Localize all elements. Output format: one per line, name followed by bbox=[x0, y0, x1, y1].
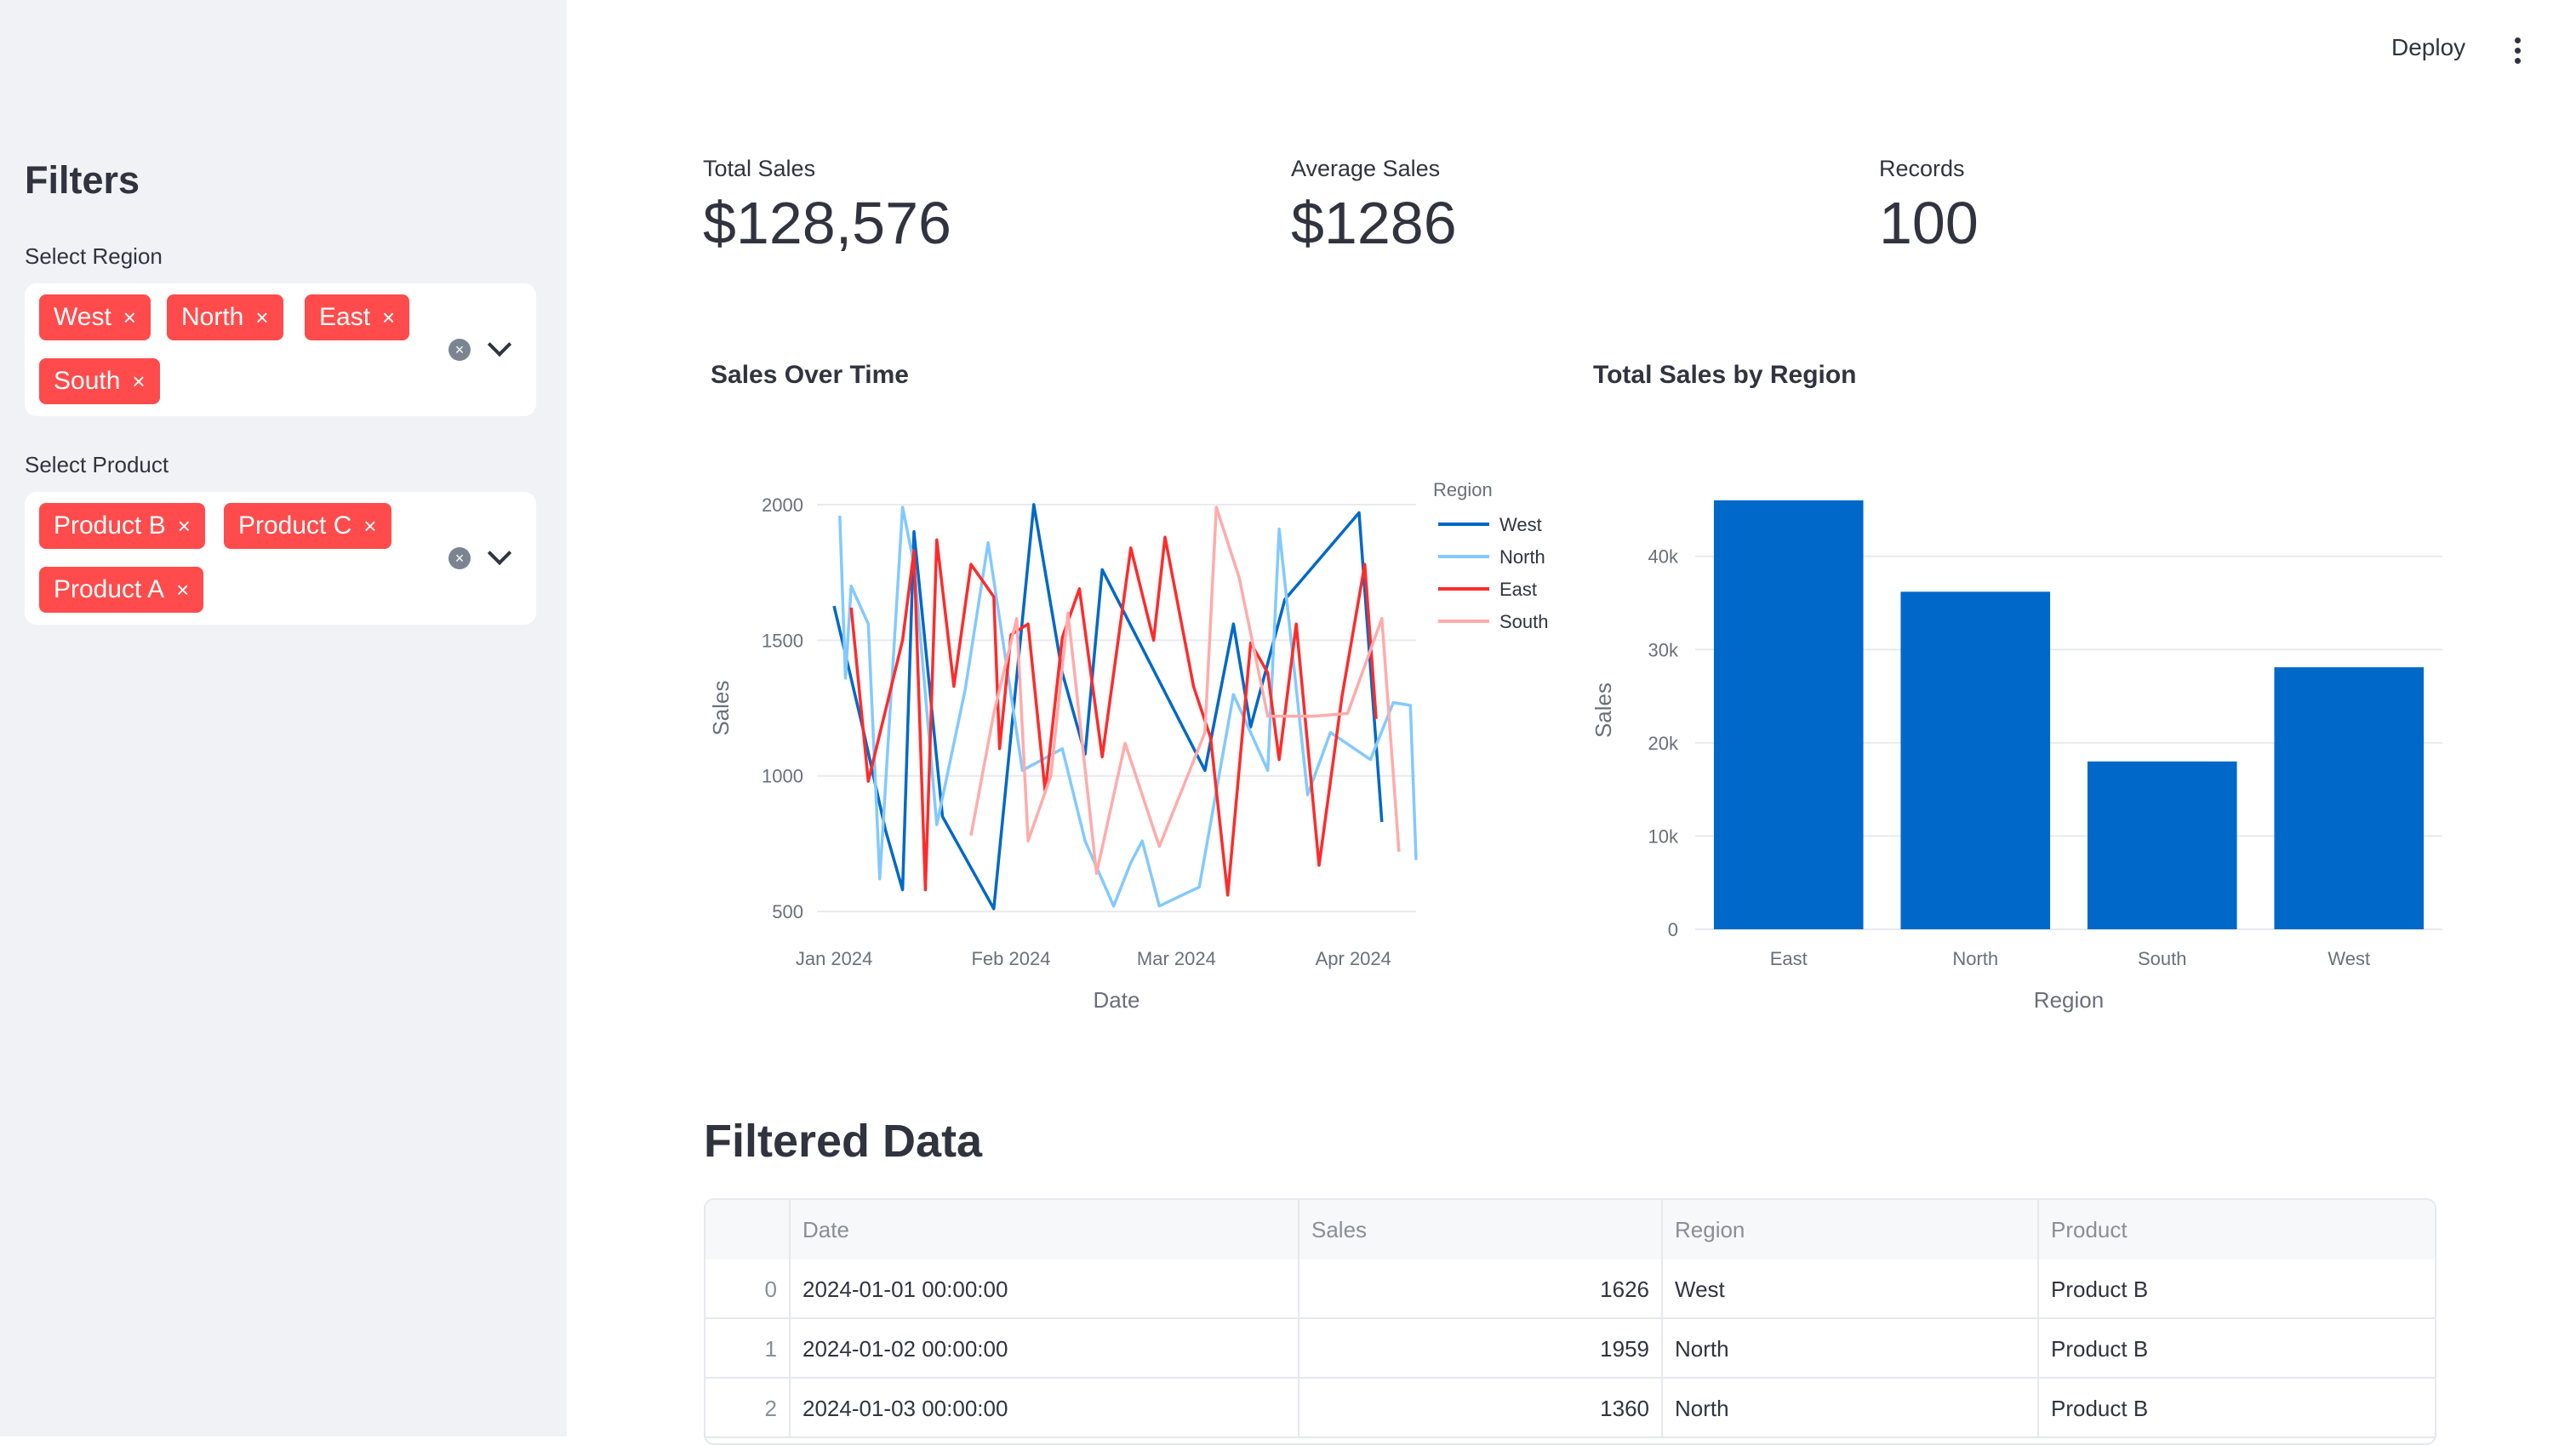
remove-tag-icon[interactable]: × bbox=[255, 305, 269, 330]
remove-tag-icon[interactable]: × bbox=[176, 577, 190, 603]
more-options-icon[interactable] bbox=[2515, 37, 2522, 65]
legend-entry: East bbox=[1499, 579, 1537, 600]
clear-all-icon[interactable]: × bbox=[448, 339, 471, 361]
remove-tag-icon[interactable]: × bbox=[132, 368, 146, 394]
legend-entry: North bbox=[1499, 546, 1545, 568]
table-row[interactable]: 2 2024-01-03 00:00:00 1360 North Product B bbox=[705, 1379, 2435, 1438]
metric-value-total-sales: $128,576 bbox=[703, 190, 951, 256]
remove-tag-icon[interactable]: × bbox=[177, 513, 191, 539]
product-select-label: Select Product bbox=[25, 452, 169, 477]
table-cell: Product B bbox=[2039, 1379, 2435, 1438]
column-header[interactable] bbox=[705, 1200, 791, 1259]
metric-value-average-sales: $1286 bbox=[1291, 190, 1457, 256]
filtered-data-title: Filtered Data bbox=[704, 1116, 983, 1167]
table-cell: North bbox=[1663, 1319, 2039, 1379]
column-header[interactable]: Sales bbox=[1299, 1200, 1663, 1259]
bar-chart-title: Total Sales by Region bbox=[1593, 361, 1857, 389]
deploy-button[interactable]: Deploy bbox=[2391, 34, 2466, 60]
series-line-north bbox=[838, 505, 1418, 908]
metric-value-records: 100 bbox=[1879, 190, 1979, 256]
clear-all-icon[interactable]: × bbox=[448, 547, 471, 569]
table-cell: 1626 bbox=[1299, 1259, 1663, 1319]
region-tag-east[interactable]: East × bbox=[305, 294, 410, 340]
table-cell: Product B bbox=[2039, 1319, 2435, 1379]
table-cell: West bbox=[1663, 1259, 2039, 1319]
x-tick-label: Feb 2024 bbox=[971, 948, 1050, 969]
table-cell: 1 bbox=[705, 1319, 791, 1379]
x-axis-label: Date bbox=[1094, 987, 1140, 1013]
region-tag-north[interactable]: North × bbox=[167, 294, 283, 340]
legend-title: Region bbox=[1433, 479, 1493, 500]
y-tick-label: 500 bbox=[772, 901, 803, 922]
table-header-row: Date Sales Region Product bbox=[705, 1200, 2435, 1259]
table-cell: 1360 bbox=[1299, 1379, 1663, 1438]
sidebar-title: Filters bbox=[25, 158, 140, 202]
metric-label-total-sales: Total Sales bbox=[703, 156, 816, 181]
table-cell: North bbox=[1663, 1379, 2039, 1438]
data-table[interactable]: Date Sales Region Product 0 2024-01-01 00:00:… bbox=[704, 1198, 2436, 1445]
series-line-south bbox=[969, 505, 1401, 876]
table-cell: 2 bbox=[705, 1379, 791, 1438]
remove-tag-icon[interactable]: × bbox=[363, 513, 377, 539]
table-cell: 2024-01-01 00:00:00 bbox=[791, 1259, 1299, 1319]
region-tag-west[interactable]: West × bbox=[39, 294, 151, 340]
table-cell: Product B bbox=[2039, 1259, 2435, 1319]
column-header[interactable]: Date bbox=[791, 1200, 1299, 1259]
x-tick-label: Mar 2024 bbox=[1137, 948, 1216, 969]
y-tick-label: 2000 bbox=[762, 494, 803, 516]
column-header[interactable]: Region bbox=[1663, 1200, 2039, 1259]
table-row[interactable]: 1 2024-01-02 00:00:00 1959 North Product B bbox=[705, 1319, 2435, 1379]
product-multiselect[interactable]: Product B × Product C × Product A × × bbox=[25, 492, 536, 625]
line-chart-title: Sales Over Time bbox=[711, 361, 909, 389]
region-tag-south[interactable]: South × bbox=[39, 358, 160, 404]
region-select-label: Select Region bbox=[25, 243, 163, 269]
table-row[interactable]: 0 2024-01-01 00:00:00 1626 West Product B bbox=[705, 1259, 2435, 1319]
legend-entry: South bbox=[1499, 611, 1549, 632]
column-header[interactable]: Product bbox=[2039, 1200, 2435, 1259]
region-multiselect[interactable]: West × North × East × South × × bbox=[25, 283, 536, 416]
y-axis-label: Sales bbox=[708, 680, 734, 735]
metric-label-average-sales: Average Sales bbox=[1291, 156, 1441, 181]
table-cell: 1959 bbox=[1299, 1319, 1663, 1379]
series-line-east bbox=[849, 535, 1378, 897]
remove-tag-icon[interactable]: × bbox=[123, 305, 136, 330]
table-cell: 2024-01-03 00:00:00 bbox=[791, 1379, 1299, 1438]
metric-label-records: Records bbox=[1879, 156, 1965, 181]
product-tag-b[interactable]: Product B × bbox=[39, 503, 205, 549]
product-tag-c[interactable]: Product C × bbox=[224, 503, 391, 549]
remove-tag-icon[interactable]: × bbox=[382, 305, 396, 330]
y-tick-label: 1000 bbox=[762, 766, 803, 787]
x-tick-label: Apr 2024 bbox=[1316, 948, 1391, 969]
y-tick-label: 1500 bbox=[762, 630, 803, 651]
sidebar: Filters Select Region West × North × East ×… bbox=[0, 0, 567, 1436]
product-tag-a[interactable]: Product A × bbox=[39, 567, 204, 613]
x-tick-label: Jan 2024 bbox=[796, 948, 873, 969]
legend-entry: West bbox=[1499, 514, 1542, 535]
table-cell: 2024-01-02 00:00:00 bbox=[791, 1319, 1299, 1379]
table-cell: 0 bbox=[705, 1259, 791, 1319]
